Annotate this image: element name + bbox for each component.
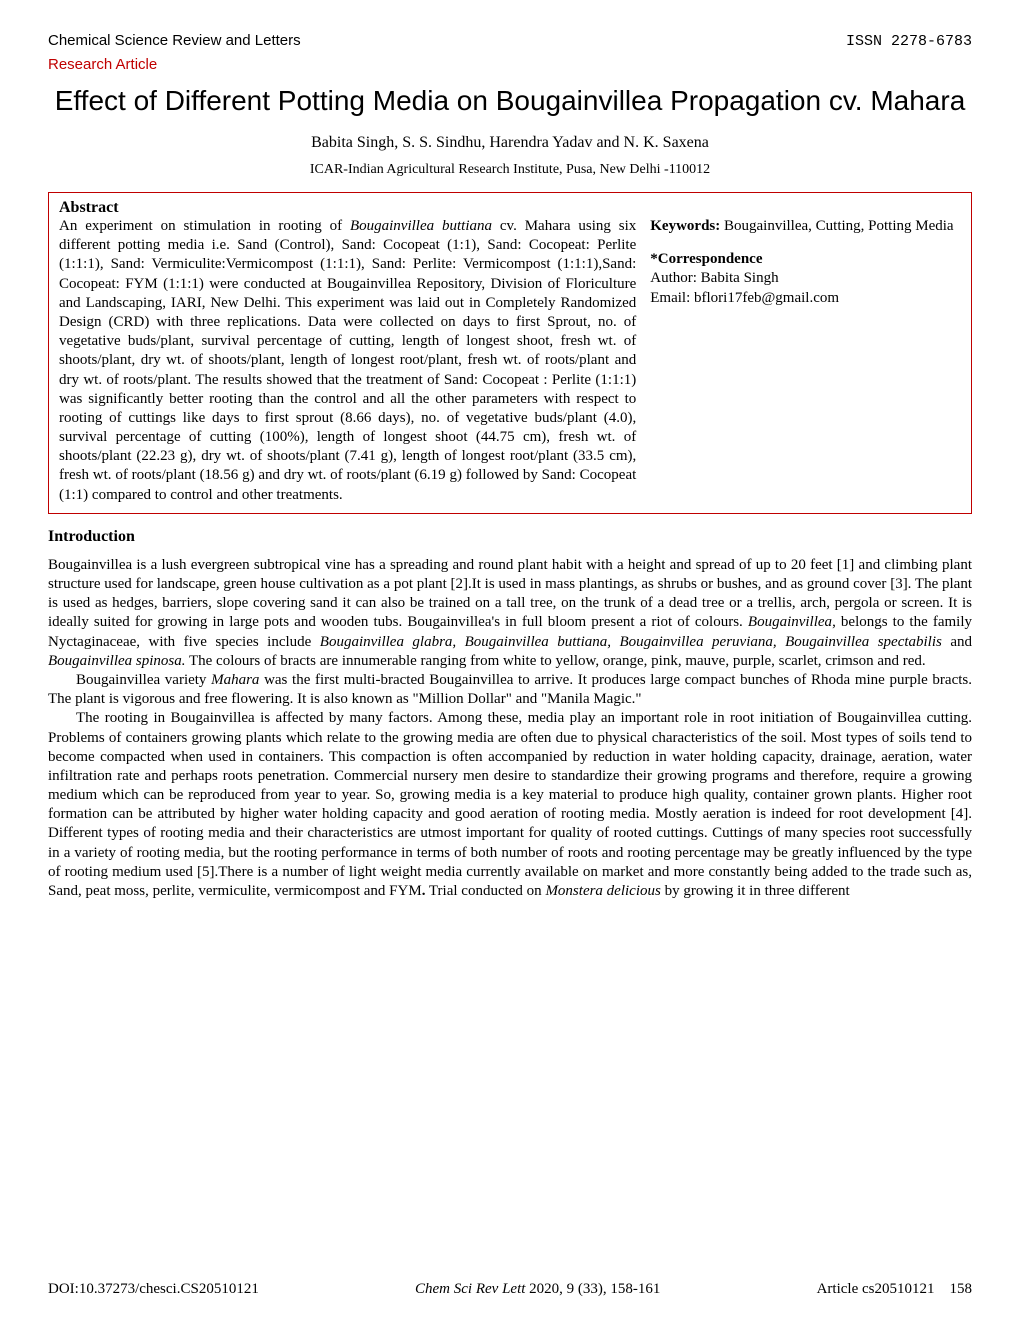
p2-a: Bougainvillea variety <box>76 672 211 688</box>
correspondence-label: *Correspondence <box>650 250 961 269</box>
abstract-pre: An experiment on stimulation in rooting … <box>59 218 350 234</box>
p1-i3: Bougainvillea spinosa. <box>48 653 186 669</box>
keywords-value: Bougainvillea, Cutting, Potting Media <box>720 218 953 234</box>
p3-b: Trial conducted on <box>425 883 545 899</box>
issn: ISSN 2278-6783 <box>846 33 972 50</box>
journal-name: Chemical Science Review and Letters <box>48 32 301 49</box>
footer-article-page: Article cs20510121 158 <box>817 1281 972 1298</box>
keywords-line: Keywords: Bougainvillea, Cutting, Pottin… <box>650 217 961 236</box>
p1-c: and <box>942 634 972 650</box>
footer-article-code: cs20510121 <box>862 1281 935 1297</box>
p1-i2: Bougainvillea glabra, Bougainvillea butt… <box>320 634 942 650</box>
authors: Babita Singh, S. S. Sindhu, Harendra Yad… <box>48 134 972 152</box>
intro-para-2: Bougainvillea variety Mahara was the fir… <box>48 671 972 709</box>
intro-para-3: The rooting in Bougainvillea is affected… <box>48 709 972 901</box>
abstract-heading: Abstract <box>59 199 961 217</box>
article-type: Research Article <box>48 56 972 73</box>
intro-para-1: Bougainvillea is a lush evergreen subtro… <box>48 556 972 671</box>
abstract-columns: An experiment on stimulation in rooting … <box>59 217 961 505</box>
introduction-heading: Introduction <box>48 528 972 546</box>
affiliation: ICAR-Indian Agricultural Research Instit… <box>48 162 972 178</box>
spacer <box>650 236 961 250</box>
p2-i1: Mahara <box>211 672 259 688</box>
abstract-box: Abstract An experiment on stimulation in… <box>48 192 972 514</box>
correspondence-email: Email: bflori17feb@gmail.com <box>650 289 961 308</box>
footer-page-number: 158 <box>950 1281 973 1297</box>
footer-article-word: Article <box>817 1281 862 1297</box>
p3-a: The rooting in Bougainvillea is affected… <box>48 710 972 899</box>
p3-c: by growing it in three different <box>661 883 850 899</box>
page-header: Chemical Science Review and Letters ISSN… <box>48 32 972 50</box>
correspondence-author: Author: Babita Singh <box>650 269 961 288</box>
abstract-species: Bougainvillea buttiana <box>350 218 492 234</box>
p3-i1: Monstera delicious <box>545 883 660 899</box>
footer-journal-abbrev: Chem Sci Rev Lett <box>415 1281 529 1297</box>
abstract-sidebar: Keywords: Bougainvillea, Cutting, Pottin… <box>650 217 961 505</box>
p1-i1: Bougainvillea <box>748 614 832 630</box>
keywords-label: Keywords: <box>650 218 720 234</box>
page-footer: DOI:10.37273/chesci.CS20510121 Chem Sci … <box>48 1281 972 1298</box>
footer-citation: Chem Sci Rev Lett 2020, 9 (33), 158-161 <box>415 1281 660 1298</box>
p1-d: The colours of bracts are innumerable ra… <box>186 653 926 669</box>
footer-doi: DOI:10.37273/chesci.CS20510121 <box>48 1281 259 1298</box>
abstract-post: cv. Mahara using six different potting m… <box>59 218 636 503</box>
footer-year-vol: 2020, 9 (33), 158-161 <box>529 1281 660 1297</box>
article-title: Effect of Different Potting Media on Bou… <box>48 83 972 118</box>
abstract-text: An experiment on stimulation in rooting … <box>59 217 636 505</box>
